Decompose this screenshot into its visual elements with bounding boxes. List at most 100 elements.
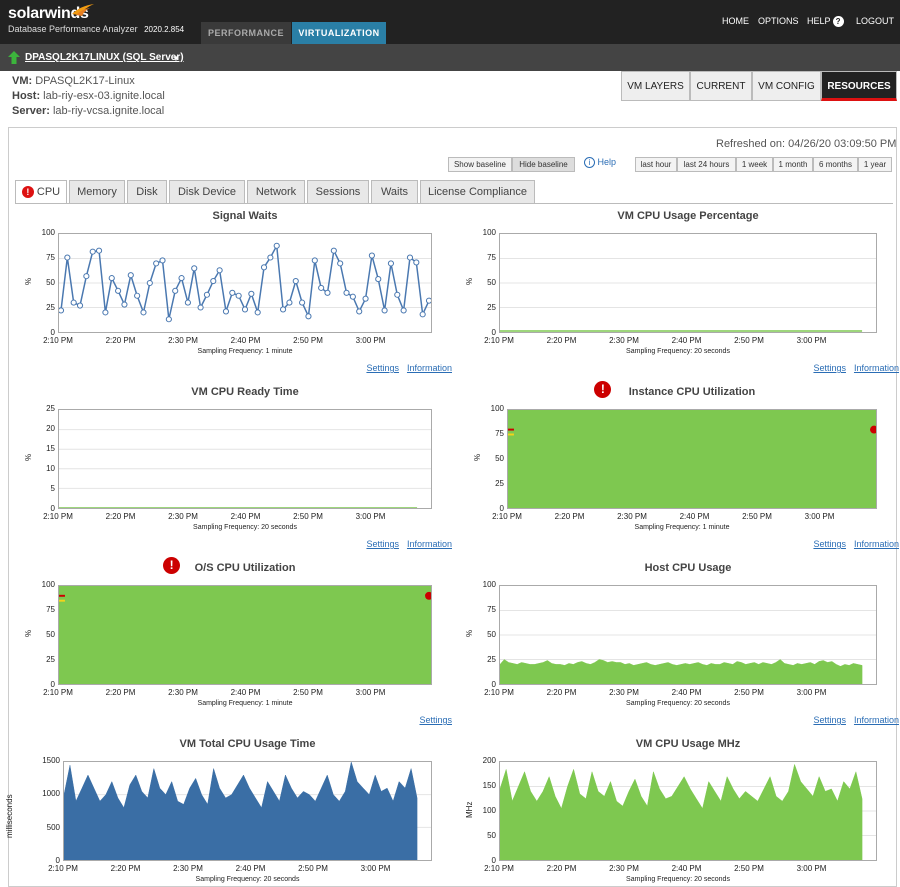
vm-cpu-ready-time-settings-link[interactable]: Settings — [366, 539, 399, 549]
o-s-cpu-utilization-xtick-2: 2:30 PM — [168, 688, 198, 697]
tab-vm-config[interactable]: VM CONFIG — [752, 71, 821, 101]
vm-cpu-ready-time-xtick-1: 2:20 PM — [105, 512, 136, 521]
tab-performance[interactable]: PERFORMANCE — [201, 22, 291, 44]
signal-waits-point-10 — [121, 301, 128, 308]
host-cpu-usage-settings-link[interactable]: Settings — [813, 715, 846, 725]
signal-waits-point-24 — [210, 278, 217, 285]
range-1-year[interactable]: 1 year — [858, 157, 892, 172]
caret-down-icon[interactable]: ▼ — [172, 54, 180, 63]
database-selector[interactable]: DPASQL2K17LINUX (SQL Server) — [25, 52, 184, 63]
tab-cpu-label: CPU — [36, 186, 61, 198]
instance-cpu-utilization-baseline-end-marker — [870, 425, 876, 434]
signal-waits-point-5 — [89, 248, 96, 255]
vm-cpu-usage-percentage-xtick-3: 2:40 PM — [671, 336, 702, 345]
vm-cpu-ready-time-xtick-0: 2:10 PM — [43, 512, 73, 521]
vm-total-cpu-usage-time-xtick-4: 2:50 PM — [298, 864, 328, 873]
range-6-months[interactable]: 6 months — [813, 157, 858, 172]
range-last-24-hours[interactable]: last 24 hours — [677, 157, 736, 172]
range-1-month[interactable]: 1 month — [773, 157, 813, 172]
range-last-hour[interactable]: last hour — [635, 157, 677, 172]
signal-waits-point-27 — [229, 289, 236, 296]
version-label: 2020.2.854 — [144, 25, 185, 34]
hide-baseline-button[interactable]: Hide baseline — [512, 157, 575, 172]
o-s-cpu-utilization-svg — [59, 586, 431, 684]
product-name: Database Performance Analyzer — [8, 24, 138, 34]
signal-waits-point-40 — [311, 257, 318, 264]
host-cpu-usage-ylabel: % — [465, 630, 474, 638]
host-info-line: Host: lab-riy-esx-03.ignite.local — [12, 90, 165, 102]
tab-virtualization[interactable]: VIRTUALIZATION — [292, 22, 386, 44]
host-cpu-usage-plot — [499, 585, 877, 685]
tab-disk[interactable]: Disk — [127, 180, 167, 203]
tab-current[interactable]: CURRENT — [690, 71, 752, 101]
vm-cpu-ready-time-svg — [59, 429, 431, 508]
signal-waits-point-21 — [191, 265, 198, 272]
signal-waits-point-56 — [413, 259, 420, 266]
instance-cpu-utilization-warning-icon[interactable]: ! — [594, 381, 612, 398]
vm-total-cpu-usage-time-title: VM Total CPU Usage Time — [179, 738, 316, 750]
vm-cpu-usage-percentage-information-link[interactable]: Information — [853, 363, 899, 373]
instance-cpu-utilization-settings-link[interactable]: Settings — [813, 539, 846, 549]
signal-waits-settings-link[interactable]: Settings — [366, 363, 399, 373]
instance-cpu-utilization-xtick-1: 2:20 PM — [554, 512, 585, 521]
tab-vm-layers[interactable]: VM LAYERS — [621, 71, 690, 101]
signal-waits-ytick-0: 100 — [41, 228, 55, 237]
signal-waits-xtick-1: 2:20 PM — [105, 336, 136, 345]
signal-waits-point-51 — [381, 307, 388, 314]
signal-waits-point-3 — [76, 302, 84, 309]
show-baseline-button[interactable]: Show baseline — [448, 157, 512, 172]
signal-waits-ytick-4: 0 — [50, 328, 55, 337]
vm-cpu-usage-mhz-ytick-0: 200 — [482, 756, 496, 765]
vm-cpu-usage-mhz-ytick-1: 150 — [482, 781, 496, 790]
o-s-cpu-utilization-xtick-1: 2:20 PM — [105, 688, 136, 697]
range-1-week[interactable]: 1 week — [736, 157, 773, 172]
signal-waits-point-18 — [172, 287, 179, 294]
signal-waits-point-1 — [64, 254, 71, 261]
vm-cpu-usage-percentage-settings-link[interactable]: Settings — [813, 363, 846, 373]
signal-waits-point-15 — [153, 260, 160, 267]
signal-waits-ytick-1: 75 — [46, 253, 55, 262]
signal-waits-point-17 — [165, 316, 172, 323]
help-button[interactable]: i Help — [584, 157, 616, 168]
tab-cpu[interactable]: ! CPU — [15, 180, 67, 204]
tab-sessions[interactable]: Sessions — [307, 180, 369, 203]
signal-waits-plot — [58, 233, 432, 333]
tab-resources[interactable]: RESOURCES — [821, 71, 897, 101]
host-cpu-usage-xtick-2: 2:30 PM — [609, 688, 639, 697]
signal-waits-point-28 — [235, 292, 242, 299]
o-s-cpu-utilization-settings-link[interactable]: Settings — [419, 715, 452, 725]
vm-cpu-usage-mhz-xtick-3: 2:40 PM — [671, 864, 702, 873]
tab-waits[interactable]: Waits — [371, 180, 418, 203]
instance-cpu-utilization-xtick-4: 2:50 PM — [742, 512, 772, 521]
signal-waits-point-35 — [279, 306, 287, 313]
o-s-cpu-utilization-warning-icon[interactable]: ! — [163, 557, 181, 574]
host-cpu-usage-information-link[interactable]: Information — [853, 715, 899, 725]
o-s-cpu-utilization-area — [59, 586, 431, 684]
vm-cpu-ready-time-ytick-0: 25 — [46, 404, 55, 413]
host-cpu-usage-xtick-1: 2:20 PM — [546, 688, 577, 697]
logout-link[interactable]: LOGOUT — [856, 16, 895, 26]
help-link[interactable]: HELP? — [807, 16, 844, 27]
home-link[interactable]: HOME — [722, 16, 749, 26]
vm-cpu-ready-time-information-link[interactable]: Information — [406, 539, 452, 549]
vm-cpu-usage-percentage-sampling-frequency: Sampling Frequency: 20 seconds — [626, 348, 730, 355]
vm-label: VM: — [12, 75, 33, 87]
host-value: lab-riy-esx-03.ignite.local — [43, 90, 165, 102]
host-cpu-usage-ytick-2: 50 — [487, 630, 496, 639]
signal-waits-information-link[interactable]: Information — [406, 363, 452, 373]
host-cpu-usage-xtick-5: 3:00 PM — [796, 688, 827, 697]
instance-cpu-utilization-ytick-4: 0 — [499, 504, 504, 513]
tab-memory[interactable]: Memory — [69, 180, 125, 203]
vm-cpu-usage-percentage-links: Settings Information — [805, 363, 899, 373]
vm-cpu-ready-time-ytick-3: 10 — [46, 464, 55, 473]
tab-network[interactable]: Network — [247, 180, 305, 203]
options-link[interactable]: OPTIONS — [758, 16, 799, 26]
tab-license-compliance[interactable]: License Compliance — [420, 180, 535, 203]
vm-cpu-usage-percentage-ytick-0: 100 — [482, 228, 496, 237]
o-s-cpu-utilization-links: Settings — [411, 715, 452, 725]
instance-cpu-utilization-information-link[interactable]: Information — [853, 539, 899, 549]
o-s-cpu-utilization-ytick-0: 100 — [41, 580, 55, 589]
host-cpu-usage-links: Settings Information — [805, 715, 899, 725]
solarwinds-logo[interactable]: solarwinds Database Performance Analyzer… — [8, 4, 185, 34]
tab-disk-device[interactable]: Disk Device — [169, 180, 245, 203]
